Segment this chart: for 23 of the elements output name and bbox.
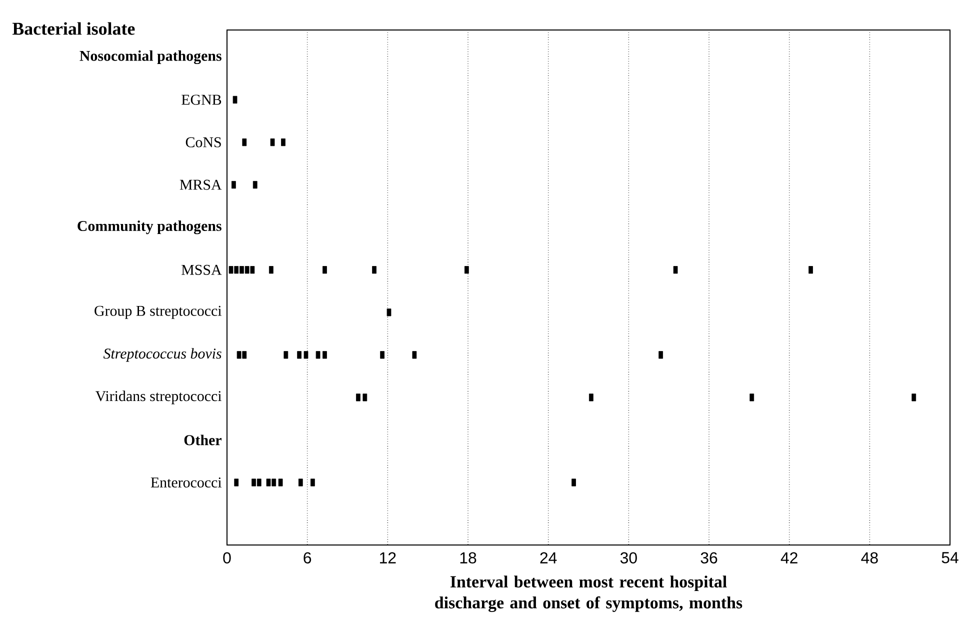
x-tick-label: 30 [620, 552, 637, 564]
y-tick-label: Streptococcus bovis [103, 348, 222, 362]
y-tick-label: Nosocomial pathogens [80, 50, 222, 64]
y-tick-label: Community pathogens [78, 220, 222, 234]
x-tick-label: 0 [223, 552, 231, 564]
x-tick-label: 42 [780, 552, 798, 564]
y-tick-label: MRSA [180, 180, 222, 190]
x-tick-label: 54 [942, 552, 958, 564]
y-tick-label: CoNS [186, 137, 221, 148]
y-tick-label: Viridans streptococci [95, 390, 222, 404]
y-tick-label: MSSA [182, 264, 222, 275]
x-tick-label: 18 [460, 552, 476, 564]
y-tick-label: Group B streptococci [94, 306, 222, 319]
y-tick-label: EGNB [182, 94, 222, 105]
x-tick-label: 48 [861, 552, 878, 564]
x-axis-title: Interval between most recent hospital discharge and onset of symptoms, months [435, 576, 742, 612]
y-tick-label: Enterococci [150, 477, 222, 488]
x-tick-label: 36 [700, 552, 718, 564]
y-tick-label: Other [184, 434, 222, 446]
x-tick-label: 12 [380, 552, 396, 564]
x-tick-label: 24 [540, 552, 557, 564]
y-axis-title: Bacterial isolate [12, 22, 135, 35]
x-tick-label: 6 [304, 552, 312, 564]
